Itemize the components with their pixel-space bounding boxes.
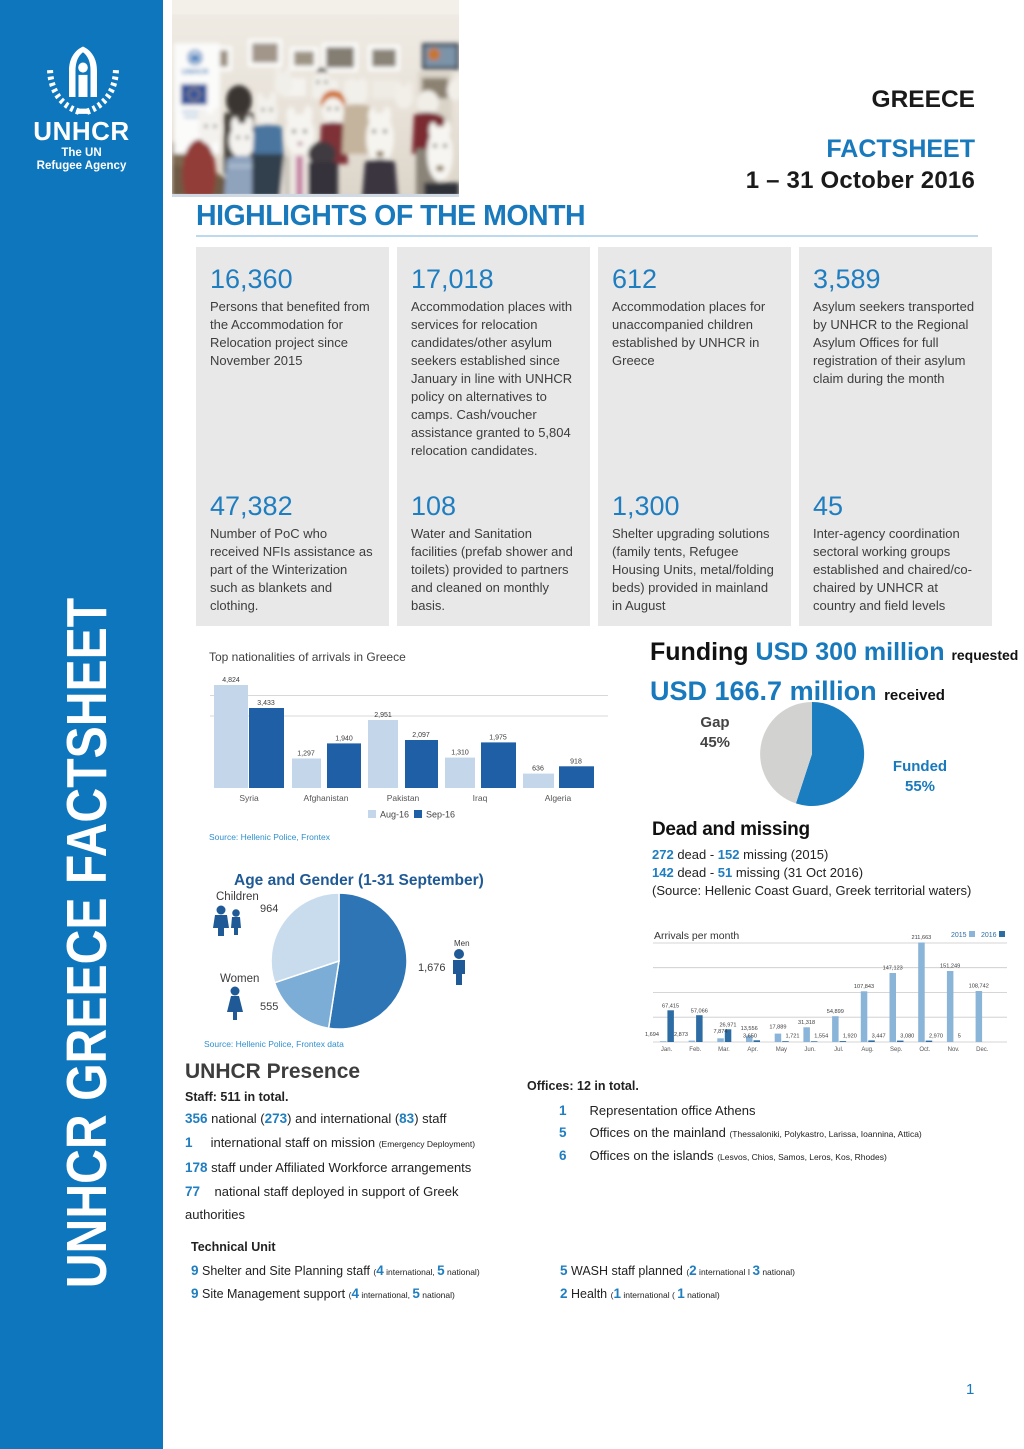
svg-text:Pakistan: Pakistan (387, 793, 420, 803)
svg-text:964: 964 (260, 903, 278, 915)
svg-text:UNHCR: UNHCR (181, 67, 209, 76)
svg-text:Men: Men (454, 939, 470, 948)
svg-text:Aug-16: Aug-16 (380, 810, 409, 820)
svg-text:Arrivals per month: Arrivals per month (654, 930, 739, 942)
svg-text:3,447: 3,447 (872, 1034, 886, 1040)
svg-text:Jun.: Jun. (804, 1047, 816, 1053)
svg-text:1,940: 1,940 (335, 735, 353, 742)
svg-text:Sep-16: Sep-16 (426, 810, 455, 820)
svg-text:1,554: 1,554 (814, 1034, 828, 1040)
svg-text:107,843: 107,843 (854, 984, 874, 990)
svg-text:2,097: 2,097 (412, 732, 430, 739)
svg-text:Dec.: Dec. (976, 1047, 989, 1053)
svg-text:1,694: 1,694 (645, 1032, 659, 1038)
svg-text:67,415: 67,415 (662, 1004, 679, 1010)
svg-text:Iraq: Iraq (473, 793, 488, 803)
svg-text:1,920: 1,920 (843, 1034, 857, 1040)
svg-text:211,663: 211,663 (911, 935, 931, 941)
svg-text:Mar.: Mar. (718, 1047, 730, 1053)
svg-text:2,873: 2,873 (674, 1032, 688, 1038)
svg-text:Source: Hellenic Police, Front: Source: Hellenic Police, Frontex (209, 832, 331, 842)
svg-text:Oct.: Oct. (919, 1047, 930, 1053)
svg-text:Algeria: Algeria (545, 793, 572, 803)
svg-text:31,318: 31,318 (798, 1020, 815, 1026)
svg-text:1,297: 1,297 (297, 751, 315, 758)
svg-text:918: 918 (570, 758, 582, 765)
svg-text:4,824: 4,824 (222, 677, 240, 684)
svg-text:2016: 2016 (981, 932, 997, 939)
svg-text:636: 636 (532, 766, 544, 773)
svg-text:Source: Hellenic Police, Front: Source: Hellenic Police, Frontex data (204, 1039, 344, 1049)
svg-text:3,650: 3,650 (743, 1034, 757, 1040)
svg-text:57,066: 57,066 (691, 1009, 708, 1015)
svg-text:17,889: 17,889 (769, 1025, 786, 1031)
svg-text:1,676: 1,676 (418, 962, 446, 974)
svg-text:108,742: 108,742 (969, 984, 989, 990)
svg-text:13,556: 13,556 (741, 1026, 758, 1032)
svg-text:Nov.: Nov. (948, 1047, 960, 1053)
svg-text:Feb.: Feb. (689, 1047, 701, 1053)
svg-text:Women: Women (220, 973, 259, 985)
svg-text:151,249: 151,249 (940, 964, 960, 970)
svg-text:7,874: 7,874 (714, 1029, 728, 1035)
svg-text:54,899: 54,899 (827, 1009, 844, 1015)
svg-text:1,721: 1,721 (786, 1034, 800, 1040)
svg-text:May: May (776, 1047, 787, 1053)
svg-text:2,970: 2,970 (929, 1034, 943, 1040)
svg-text:1,310: 1,310 (451, 750, 469, 757)
svg-text:Syria: Syria (239, 793, 259, 803)
svg-text:Afghanistan: Afghanistan (304, 793, 349, 803)
svg-text:147,123: 147,123 (883, 966, 903, 972)
svg-text:3,080: 3,080 (900, 1034, 914, 1040)
svg-text:2015: 2015 (951, 932, 967, 939)
svg-text:Jan.: Jan. (661, 1047, 673, 1053)
svg-text:555: 555 (260, 1001, 278, 1013)
svg-text:2,951: 2,951 (374, 712, 392, 719)
svg-text:1,975: 1,975 (489, 734, 507, 741)
svg-text:Jul.: Jul. (834, 1047, 844, 1053)
svg-text:Aug.: Aug. (861, 1047, 874, 1053)
svg-text:3,433: 3,433 (257, 700, 275, 707)
svg-text:26,971: 26,971 (719, 1023, 736, 1029)
svg-text:Children: Children (216, 891, 259, 903)
svg-text:Sep.: Sep. (890, 1047, 903, 1053)
svg-text:Apr.: Apr. (747, 1047, 758, 1053)
svg-text:5: 5 (958, 1034, 961, 1040)
